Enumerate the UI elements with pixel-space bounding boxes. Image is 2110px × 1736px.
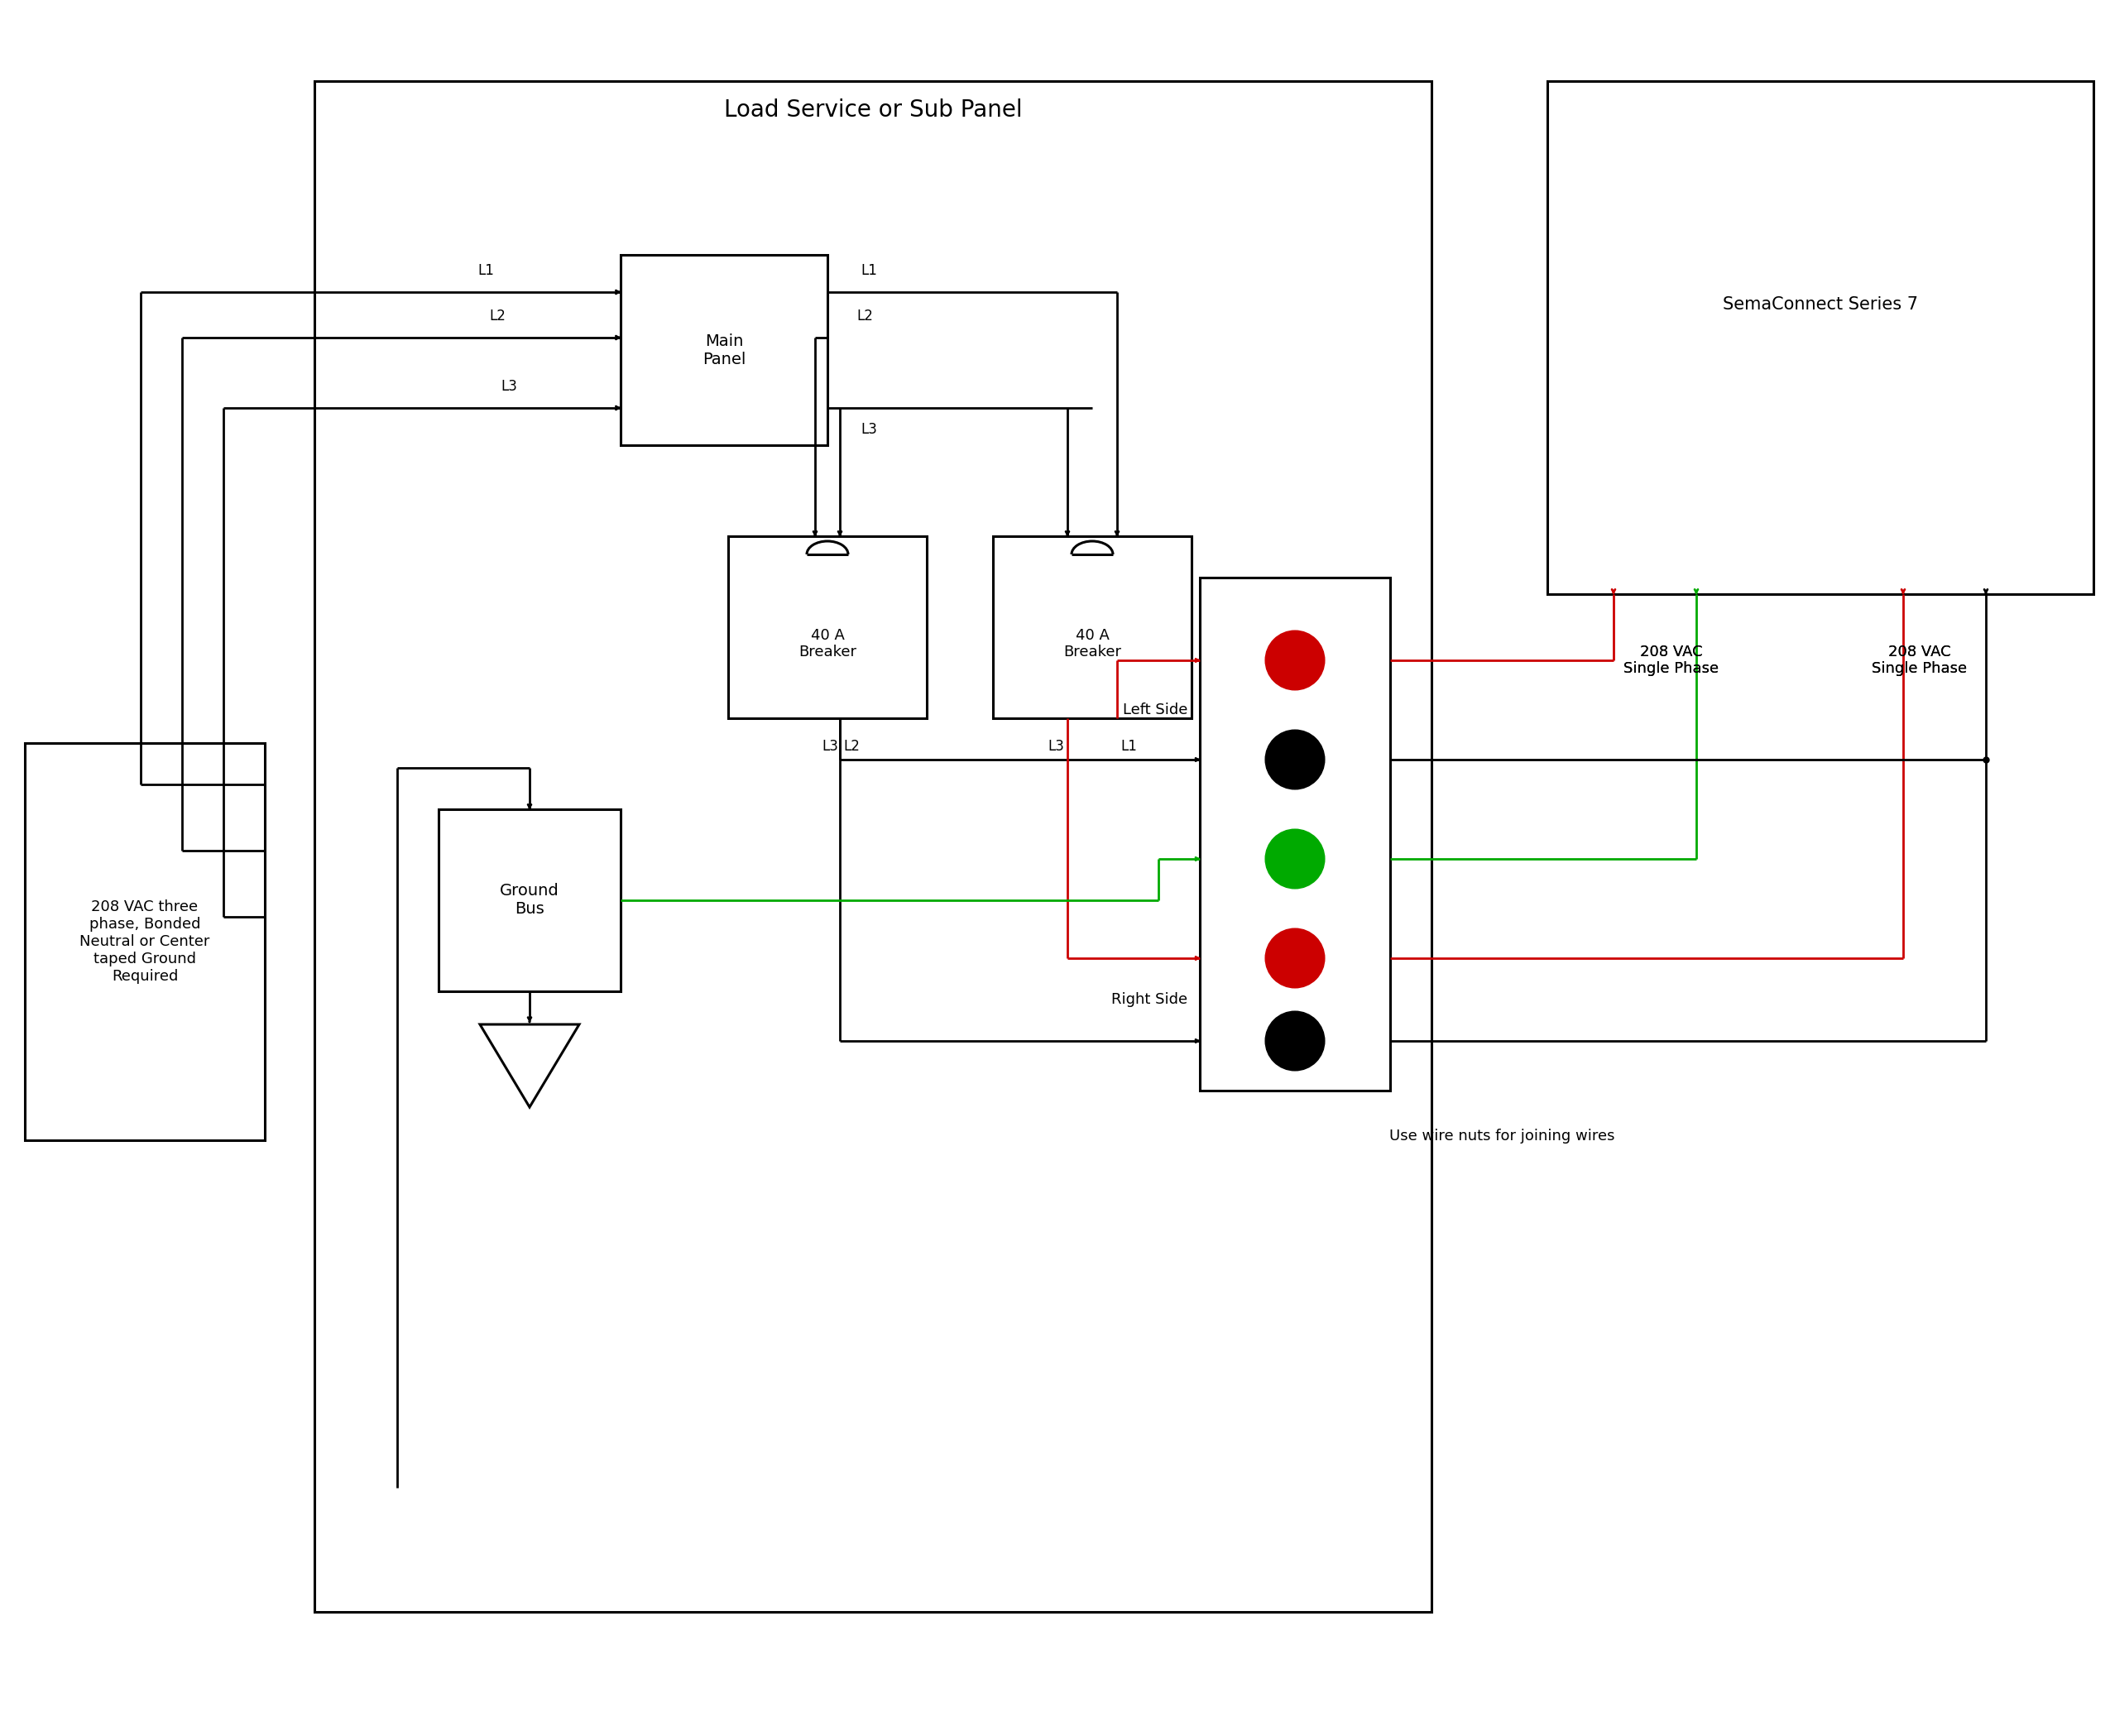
Circle shape	[1266, 1012, 1323, 1069]
Circle shape	[1266, 632, 1323, 689]
Text: 40 A
Breaker: 40 A Breaker	[798, 628, 857, 660]
Bar	[620, 255, 827, 444]
Text: Main
Panel: Main Panel	[703, 333, 745, 366]
Text: L2: L2	[490, 309, 506, 323]
Text: L3: L3	[861, 422, 878, 437]
Circle shape	[1266, 830, 1323, 887]
Text: 40 A
Breaker: 40 A Breaker	[1063, 628, 1120, 660]
Bar	[439, 809, 620, 991]
Text: L3: L3	[502, 378, 517, 394]
Bar	[314, 82, 1431, 1613]
Text: Right Side: Right Side	[1112, 991, 1188, 1007]
Bar	[994, 536, 1192, 719]
Circle shape	[1266, 731, 1323, 788]
Text: L3: L3	[821, 740, 838, 753]
Text: Use wire nuts for joining wires: Use wire nuts for joining wires	[1388, 1128, 1614, 1144]
Text: 208 VAC
Single Phase: 208 VAC Single Phase	[1625, 644, 1720, 677]
Text: 208 VAC
Single Phase: 208 VAC Single Phase	[1872, 644, 1967, 677]
Text: L1: L1	[1120, 740, 1137, 753]
Text: L1: L1	[479, 264, 494, 278]
Text: Left Side: Left Side	[1123, 703, 1188, 717]
Text: SemaConnect Series 7: SemaConnect Series 7	[1722, 297, 1918, 312]
Text: L1: L1	[861, 264, 878, 278]
Text: L2: L2	[857, 309, 874, 323]
Bar	[1547, 82, 2093, 594]
Circle shape	[1266, 929, 1323, 988]
Bar	[728, 536, 926, 719]
Text: L3: L3	[1049, 740, 1063, 753]
Text: 208 VAC three
phase, Bonded
Neutral or Center
taped Ground
Required: 208 VAC three phase, Bonded Neutral or C…	[80, 899, 209, 984]
Text: Load Service or Sub Panel: Load Service or Sub Panel	[724, 99, 1021, 122]
Bar	[25, 743, 264, 1141]
Text: 208 VAC
Single Phase: 208 VAC Single Phase	[1872, 644, 1967, 677]
Bar	[1201, 578, 1390, 1090]
Text: Ground
Bus: Ground Bus	[500, 884, 559, 917]
Text: 208 VAC
Single Phase: 208 VAC Single Phase	[1625, 644, 1720, 677]
Text: L2: L2	[844, 740, 859, 753]
